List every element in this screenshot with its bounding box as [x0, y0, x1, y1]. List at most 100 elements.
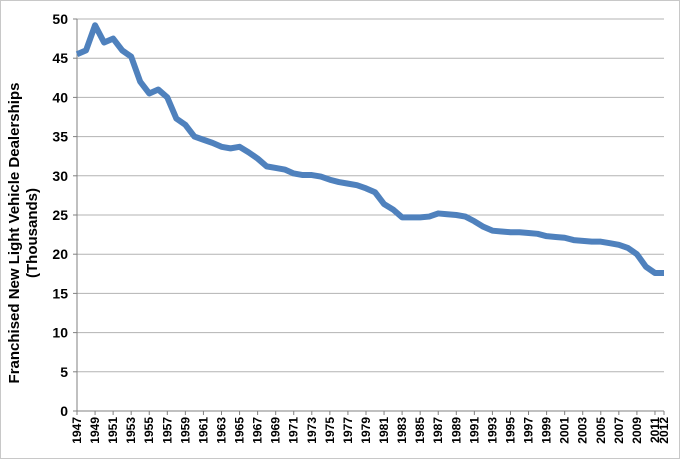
data-point — [191, 134, 197, 140]
x-tick-label: 2001 — [558, 417, 572, 444]
data-point — [363, 185, 369, 191]
data-point — [517, 229, 523, 235]
data-point — [101, 40, 107, 46]
series-line — [75, 22, 664, 277]
data-point — [625, 245, 631, 251]
x-tick-label: 1951 — [106, 417, 120, 444]
data-point — [399, 214, 405, 220]
data-point — [209, 140, 215, 146]
data-point — [489, 228, 495, 234]
data-point — [589, 239, 595, 245]
y-tick-label: 10 — [52, 325, 68, 341]
data-point — [354, 182, 360, 188]
data-point — [480, 224, 486, 230]
x-tick-label: 1949 — [88, 417, 102, 444]
data-point — [255, 156, 261, 162]
x-tick-label: 1967 — [251, 417, 265, 444]
data-point — [607, 240, 613, 246]
data-point — [453, 212, 459, 218]
data-point — [282, 167, 288, 173]
data-point — [273, 165, 279, 171]
x-tick-label: 1979 — [359, 417, 373, 444]
data-point — [553, 234, 559, 240]
data-point — [535, 231, 541, 237]
y-tick-label: 20 — [52, 246, 68, 262]
data-point — [544, 233, 550, 239]
x-tick-label: 1973 — [305, 417, 319, 444]
data-point — [173, 116, 179, 122]
x-tick-label: 1981 — [377, 417, 391, 444]
data-point — [598, 239, 604, 245]
x-tick-label: 1963 — [214, 417, 228, 444]
data-point — [264, 163, 270, 169]
x-tick-label: 1953 — [124, 417, 138, 444]
data-point — [426, 214, 432, 220]
data-point — [381, 201, 387, 207]
y-axis-label-line-1: Franchised New Light Vehicle Dealerships — [6, 83, 23, 384]
y-tick-label: 35 — [52, 129, 68, 145]
y-axis-ticks: 0 5 10 15 20 25 30 35 40 45 50 — [52, 11, 68, 419]
data-point — [300, 172, 306, 178]
data-point — [74, 51, 80, 57]
data-point — [237, 144, 243, 150]
data-point — [309, 172, 315, 178]
data-point — [408, 214, 414, 220]
data-point — [327, 177, 333, 183]
x-tick-label: 2003 — [576, 417, 590, 444]
x-tick-label: 1969 — [269, 417, 283, 444]
data-point — [417, 214, 423, 220]
y-tick-label: 30 — [52, 168, 68, 184]
data-point — [507, 229, 513, 235]
data-point — [155, 87, 161, 93]
data-point — [652, 270, 658, 276]
x-tick-label: 2007 — [612, 417, 626, 444]
x-tick-label: 1993 — [485, 417, 499, 444]
x-tick-label: 1957 — [160, 417, 174, 444]
x-tick-label: 1997 — [522, 417, 536, 444]
x-axis-ticks: 1947 1949 1951 1953 1955 1957 1959 1961 1963 1965… — [70, 417, 671, 444]
x-tick-label: 1965 — [233, 417, 247, 444]
series-layer — [74, 22, 664, 277]
y-tick-label: 50 — [52, 11, 68, 27]
data-point — [526, 230, 532, 236]
data-point — [246, 149, 252, 155]
x-tick-label: 1947 — [70, 417, 84, 444]
data-point — [92, 22, 98, 28]
data-point — [571, 237, 577, 243]
x-tick-label: 2011 — [648, 417, 662, 443]
data-point — [616, 242, 622, 248]
data-point — [336, 179, 342, 185]
data-point — [444, 211, 450, 217]
data-point — [182, 122, 188, 128]
data-point — [634, 251, 640, 257]
data-point — [83, 47, 89, 53]
x-tick-label: 2009 — [630, 417, 644, 444]
x-tick-label: 1971 — [287, 417, 301, 444]
y-axis-label-line-2: (Thousands) — [24, 188, 41, 278]
x-tick-label: 1983 — [395, 417, 409, 444]
data-point — [390, 207, 396, 213]
data-point — [164, 94, 170, 100]
data-point — [643, 264, 649, 270]
x-tick-label: 1985 — [413, 417, 427, 444]
x-tick-label: 1961 — [196, 417, 210, 444]
data-point — [128, 54, 134, 60]
x-tick-label: 1991 — [467, 417, 481, 444]
y-tick-label: 5 — [60, 364, 68, 380]
data-point — [471, 218, 477, 224]
data-point — [562, 235, 568, 241]
data-point — [119, 47, 125, 53]
x-tick-label: 1955 — [142, 417, 156, 444]
x-tick-label: 2012 — [657, 417, 671, 444]
axes — [73, 18, 665, 415]
x-tick-label: 1977 — [341, 417, 355, 444]
x-tick-label: 2005 — [594, 417, 608, 444]
x-tick-label: 1995 — [503, 417, 517, 444]
data-point — [137, 79, 143, 85]
data-point — [498, 228, 504, 234]
data-point — [291, 170, 297, 176]
y-tick-label: 15 — [52, 285, 68, 301]
y-tick-label: 0 — [60, 403, 68, 419]
y-tick-label: 25 — [52, 207, 68, 223]
